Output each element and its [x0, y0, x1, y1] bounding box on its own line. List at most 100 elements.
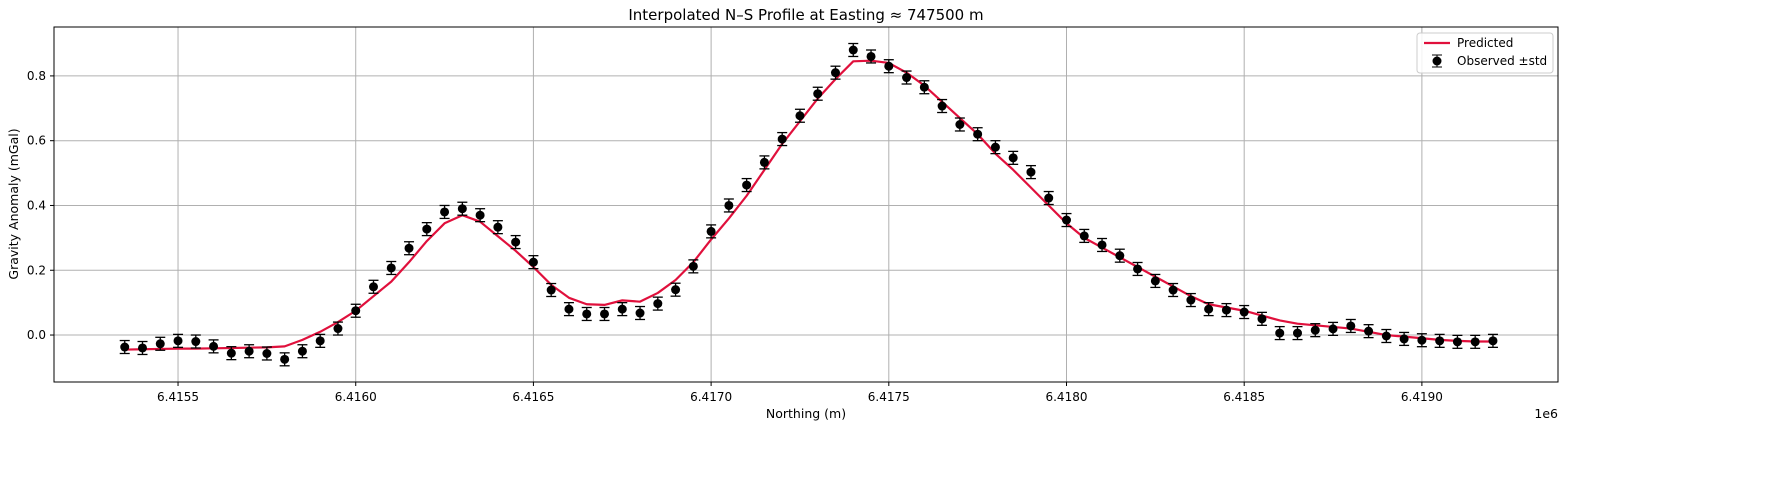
observed-marker — [1257, 314, 1267, 324]
observed-marker — [493, 222, 503, 232]
observed-point — [137, 340, 148, 356]
observed-marker — [1079, 231, 1089, 241]
observed-point — [1043, 190, 1054, 206]
observed-point — [1434, 333, 1445, 348]
observed-marker — [120, 342, 130, 352]
observed-marker — [297, 346, 307, 356]
observed-point — [1239, 304, 1250, 320]
observed-marker — [368, 282, 378, 292]
observed-marker — [137, 343, 147, 353]
y-tick-label: 0.8 — [27, 69, 46, 83]
observed-marker — [937, 101, 947, 111]
observed-point — [954, 117, 965, 132]
observed-marker — [262, 348, 272, 358]
observed-marker — [1470, 337, 1480, 347]
observed-marker — [919, 82, 929, 92]
observed-marker — [1293, 328, 1303, 338]
observed-point — [1061, 212, 1072, 228]
observed-point — [350, 303, 361, 318]
observed-marker — [795, 111, 805, 121]
x-tick-label: 6.4180 — [1045, 390, 1087, 404]
observed-point — [1221, 302, 1232, 318]
observed-point — [652, 296, 663, 311]
observed-point — [1025, 164, 1036, 180]
observed-point — [1185, 292, 1196, 308]
observed-marker — [528, 257, 538, 267]
observed-marker — [1346, 321, 1356, 331]
x-axis-label: Northing (m) — [766, 406, 846, 421]
observed-marker — [386, 263, 396, 273]
observed-point — [190, 334, 201, 349]
observed-marker — [688, 261, 698, 271]
observed-marker — [599, 309, 609, 319]
observed-point — [1487, 333, 1498, 348]
observed-marker — [955, 119, 965, 129]
observed-point — [688, 259, 699, 274]
observed-point — [1452, 334, 1463, 349]
observed-marker — [1008, 153, 1018, 163]
observed-marker — [1133, 264, 1143, 274]
observed-point — [155, 336, 166, 351]
observed-marker — [333, 324, 343, 334]
observed-marker — [1452, 337, 1462, 347]
observed-marker — [724, 200, 734, 210]
observed-marker — [1061, 215, 1071, 225]
observed-point — [475, 208, 486, 223]
observed-marker — [653, 299, 663, 309]
observed-point — [528, 255, 539, 270]
observed-marker — [848, 45, 858, 55]
observed-marker — [244, 346, 254, 356]
observed-point — [1399, 331, 1410, 347]
observed-marker — [1221, 305, 1231, 315]
observed-marker — [226, 348, 236, 358]
observed-marker — [422, 224, 432, 234]
observed-point — [1079, 228, 1090, 244]
observed-point — [173, 333, 184, 348]
observed-point — [883, 59, 894, 74]
observed-marker — [582, 309, 592, 319]
legend-predicted-label: Predicted — [1457, 36, 1513, 50]
observed-marker — [546, 285, 556, 295]
observed-point — [1416, 333, 1427, 348]
x-tick-label: 6.4190 — [1401, 390, 1443, 404]
observed-point — [510, 234, 521, 250]
observed-marker — [1044, 193, 1054, 203]
observed-marker — [173, 336, 183, 346]
observed-point — [848, 42, 859, 58]
observed-marker — [1168, 285, 1178, 295]
observed-point — [1256, 311, 1267, 326]
observed-marker — [1381, 331, 1391, 341]
observed-point — [1008, 150, 1019, 165]
x-tick-label: 6.4155 — [157, 390, 199, 404]
legend: Predicted Observed ±std — [1416, 32, 1554, 74]
observed-point — [901, 70, 912, 85]
observed-point — [937, 98, 948, 114]
observed-marker — [830, 68, 840, 78]
observed-point — [617, 301, 628, 317]
observed-point — [1381, 328, 1392, 344]
observed-marker — [1097, 240, 1107, 250]
observed-marker — [990, 142, 1000, 152]
observed-point — [546, 282, 557, 298]
observed-marker — [280, 354, 290, 364]
observed-point — [208, 339, 219, 354]
y-tick-label: 0.6 — [27, 134, 46, 148]
observed-marker — [866, 51, 876, 61]
observed-marker — [671, 285, 681, 295]
observed-point — [972, 127, 983, 142]
observed-point — [581, 306, 592, 322]
observed-point — [439, 204, 450, 220]
observed-marker — [191, 337, 201, 347]
observed-point — [421, 221, 432, 237]
x-tick-label: 6.4185 — [1223, 390, 1265, 404]
observed-point — [866, 49, 877, 64]
observed-marker — [1435, 336, 1445, 346]
x-tick-label: 6.4160 — [335, 390, 377, 404]
observed-point — [1345, 318, 1356, 334]
observed-point — [706, 224, 717, 239]
observed-point — [226, 346, 237, 361]
observed-point — [1274, 325, 1285, 341]
ticks: 6.4155 6.4160 6.4165 6.4170 6.4175 6.4180 6.41… — [27, 69, 1443, 404]
observed-point — [812, 86, 823, 101]
y-axis-label: Gravity Anomaly (mGal) — [6, 128, 21, 279]
